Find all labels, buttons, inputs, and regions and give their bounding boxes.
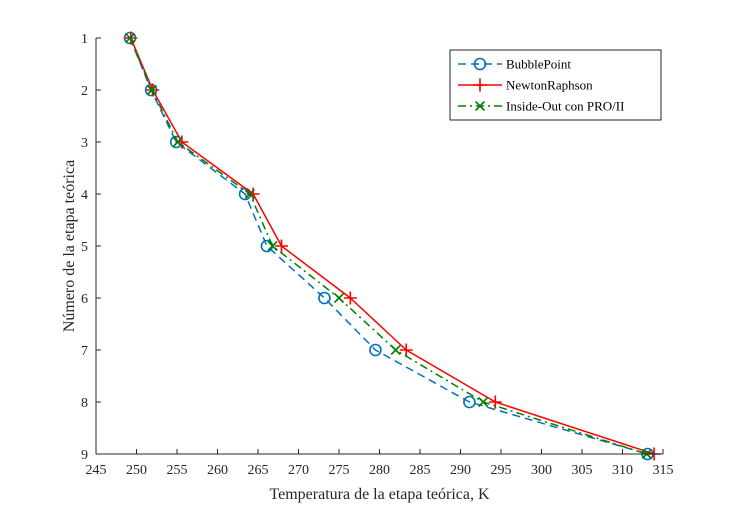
data-point-series-3 (267, 240, 278, 252)
y-axis-title: Número de la etapa teórica (61, 160, 78, 332)
x-tick-label: 245 (86, 463, 107, 478)
legend-label-3: Inside-Out con PRO/II (506, 99, 624, 114)
data-point-series-2 (399, 343, 413, 357)
y-tick-label: 6 (81, 292, 88, 307)
data-point-series-1 (318, 291, 331, 305)
y-tick-label: 7 (81, 344, 88, 359)
data-point-series-3 (244, 188, 255, 200)
x-tick-label: 290 (450, 463, 471, 478)
data-point-series-1 (369, 343, 382, 357)
x-tick-label: 280 (369, 463, 390, 478)
y-tick-label: 4 (81, 188, 88, 203)
y-tick-label: 2 (81, 84, 88, 99)
data-point-series-1 (463, 395, 476, 409)
x-tick-label: 295 (491, 463, 512, 478)
axes: 245 250 255 260 265 270 275 280 285 290 295 300 305 3… (81, 32, 674, 478)
x-tick-label: 255 (167, 463, 188, 478)
y-tick-label: 5 (81, 240, 88, 255)
x-tick-label: 315 (653, 463, 674, 478)
legend-label-1: BubblePoint (506, 57, 571, 72)
legend-marker-2 (473, 78, 487, 92)
data-point-series-2 (488, 395, 502, 409)
data-point-series-2 (274, 239, 288, 253)
y-tick-label: 9 (81, 448, 88, 463)
data-point-series-3 (333, 292, 345, 304)
data-point-series-3 (124, 32, 136, 44)
x-tick-label: 300 (531, 463, 552, 478)
series-line-3 (129, 37, 648, 455)
x-tick-label: 305 (572, 463, 593, 478)
x-tick-label: 270 (288, 463, 309, 478)
x-tick-label: 285 (410, 463, 431, 478)
x-tick-label: 265 (248, 463, 269, 478)
x-tick-label: 310 (612, 463, 633, 478)
legend: BubblePoint NewtonRaphson Inside-Out con P… (449, 49, 662, 121)
x-tick-label: 260 (207, 463, 228, 478)
y-tick-label: 3 (81, 136, 88, 151)
data-point-series-3 (172, 136, 183, 148)
data-point-series-2 (343, 291, 357, 305)
legend-label-2: NewtonRaphson (506, 78, 593, 93)
x-tick-label: 275 (329, 463, 350, 478)
x-tick-label: 250 (126, 463, 147, 478)
y-tick-label: 1 (81, 32, 88, 47)
data-point-series-3 (390, 344, 401, 356)
data-point-series-3 (478, 396, 489, 408)
x-axis-title: Temperatura de la etapa teórica, K (269, 486, 490, 503)
data-point-series-3 (146, 84, 157, 96)
legend-marker-3 (474, 100, 486, 112)
y-tick-label: 8 (81, 396, 88, 411)
legend-marker-1 (473, 57, 487, 71)
